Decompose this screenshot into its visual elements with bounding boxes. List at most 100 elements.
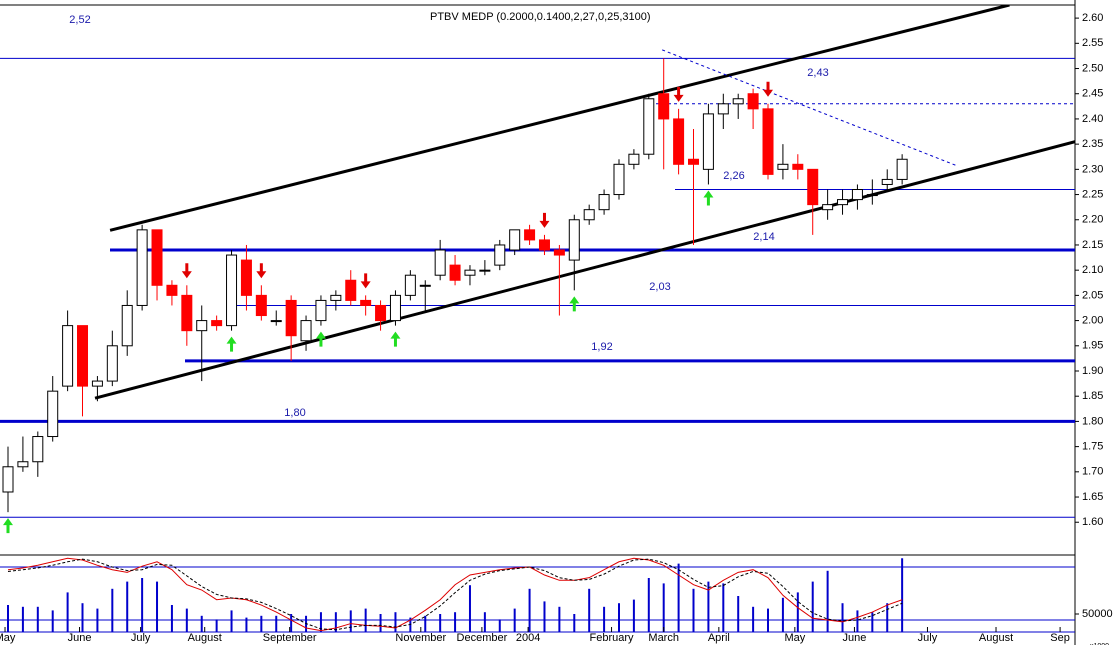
price-panel bbox=[0, 5, 1075, 534]
candle-body bbox=[226, 254, 238, 327]
candle-body bbox=[538, 239, 550, 251]
candle-body bbox=[807, 168, 819, 206]
candle-body bbox=[896, 158, 908, 180]
candle-body bbox=[240, 259, 252, 296]
labels: PTBV MEDP (0.2000,0.1400,2,27,0,25,3100)… bbox=[0, 11, 1113, 645]
buy-arrow bbox=[3, 518, 14, 534]
buy-arrow bbox=[226, 336, 237, 352]
buy-arrow bbox=[569, 296, 580, 312]
sell-arrow bbox=[181, 263, 192, 279]
candle-body bbox=[598, 194, 610, 211]
candle-body bbox=[106, 345, 118, 382]
x-tick-label: September bbox=[263, 632, 317, 644]
x-tick-label: 2004 bbox=[516, 632, 540, 644]
candle-body bbox=[762, 108, 774, 175]
x-tick-label: June bbox=[68, 632, 92, 644]
x-tick-label: August bbox=[188, 632, 222, 644]
candle-body bbox=[553, 249, 565, 256]
y-tick-label: 2.25 bbox=[1082, 188, 1103, 200]
y-tick-label: 2.60 bbox=[1082, 12, 1103, 24]
candle-body bbox=[404, 274, 416, 296]
candle-body bbox=[375, 304, 387, 322]
candle-body bbox=[777, 163, 789, 170]
candle-body bbox=[330, 294, 342, 301]
x-tick-label: May bbox=[784, 632, 805, 644]
candle-body bbox=[47, 390, 59, 438]
candle-body bbox=[673, 118, 685, 165]
candle-body bbox=[524, 229, 536, 241]
candle-body bbox=[628, 153, 640, 165]
y-tick-label: 2.00 bbox=[1082, 314, 1103, 326]
volume-tick-label: 50000 bbox=[1082, 608, 1113, 620]
y-tick-label: 2.55 bbox=[1082, 37, 1103, 49]
candle-body bbox=[62, 325, 74, 387]
x-tick-label: December bbox=[457, 632, 508, 644]
level-label: 2,43 bbox=[807, 67, 828, 79]
candle-body bbox=[658, 93, 670, 120]
candle-body bbox=[136, 229, 148, 306]
oscillator-line bbox=[7, 558, 903, 631]
y-tick-label: 2.30 bbox=[1082, 163, 1103, 175]
y-tick-label: 1.90 bbox=[1082, 365, 1103, 377]
y-tick-label: 1.75 bbox=[1082, 441, 1103, 453]
candle-body bbox=[449, 264, 461, 281]
level-label: 2,52 bbox=[69, 14, 90, 26]
y-tick-label: 1.95 bbox=[1082, 340, 1103, 352]
x-tick-label: November bbox=[395, 632, 446, 644]
level-label: 2,26 bbox=[723, 170, 744, 182]
sell-arrow bbox=[539, 212, 550, 228]
candle-body bbox=[419, 284, 431, 287]
candle-body bbox=[121, 304, 133, 347]
candle-body bbox=[255, 294, 267, 317]
candle-body bbox=[792, 163, 804, 170]
candle-body bbox=[166, 284, 178, 296]
candle-body bbox=[389, 294, 401, 322]
candle-body bbox=[345, 279, 357, 301]
y-tick-label: 2.20 bbox=[1082, 214, 1103, 226]
level-label: 2,14 bbox=[753, 231, 774, 243]
buy-arrow bbox=[390, 331, 401, 347]
level-label: 1,80 bbox=[284, 407, 305, 419]
buy-arrow bbox=[315, 331, 326, 347]
x-tick-label: February bbox=[590, 632, 635, 644]
candle-body bbox=[702, 113, 714, 170]
candle-body bbox=[77, 325, 89, 387]
candle-body bbox=[270, 320, 282, 323]
candle-body bbox=[568, 219, 580, 261]
trend-line bbox=[94, 140, 1075, 400]
candle-body bbox=[822, 204, 834, 211]
candle-body bbox=[688, 158, 700, 165]
candle-body bbox=[851, 189, 863, 201]
x-tick-label: July bbox=[131, 632, 151, 644]
y-tick-label: 1.65 bbox=[1082, 491, 1103, 503]
oscillator-line bbox=[7, 557, 903, 632]
candle-body bbox=[613, 163, 625, 196]
level-label: 2,03 bbox=[649, 281, 670, 293]
y-tick-label: 2.05 bbox=[1082, 289, 1103, 301]
x-tick-label: March bbox=[648, 632, 679, 644]
y-tick-label: 2.40 bbox=[1082, 113, 1103, 125]
y-tick-label: 1.60 bbox=[1082, 516, 1103, 528]
candle-body bbox=[881, 178, 893, 185]
candle-body bbox=[747, 93, 759, 110]
candle-body bbox=[2, 466, 14, 493]
candle-body bbox=[32, 436, 44, 463]
candle-body bbox=[866, 194, 878, 197]
candle-body bbox=[434, 249, 446, 276]
candle-body bbox=[717, 103, 729, 115]
candle-body bbox=[464, 269, 476, 276]
x-tick-label: June bbox=[843, 632, 867, 644]
y-tick-label: 2.50 bbox=[1082, 62, 1103, 74]
candle-body bbox=[196, 320, 208, 332]
candle-body bbox=[285, 299, 297, 337]
y-tick-label: 2.35 bbox=[1082, 138, 1103, 150]
candle-body bbox=[91, 380, 103, 387]
buy-arrow bbox=[703, 190, 714, 206]
candle-body bbox=[315, 299, 327, 322]
y-tick-label: 2.45 bbox=[1082, 88, 1103, 100]
x-tick-label: Sep bbox=[1050, 632, 1070, 644]
y-tick-label: 2.10 bbox=[1082, 264, 1103, 276]
level-label: 1,92 bbox=[591, 341, 612, 353]
candle-body bbox=[17, 461, 29, 468]
